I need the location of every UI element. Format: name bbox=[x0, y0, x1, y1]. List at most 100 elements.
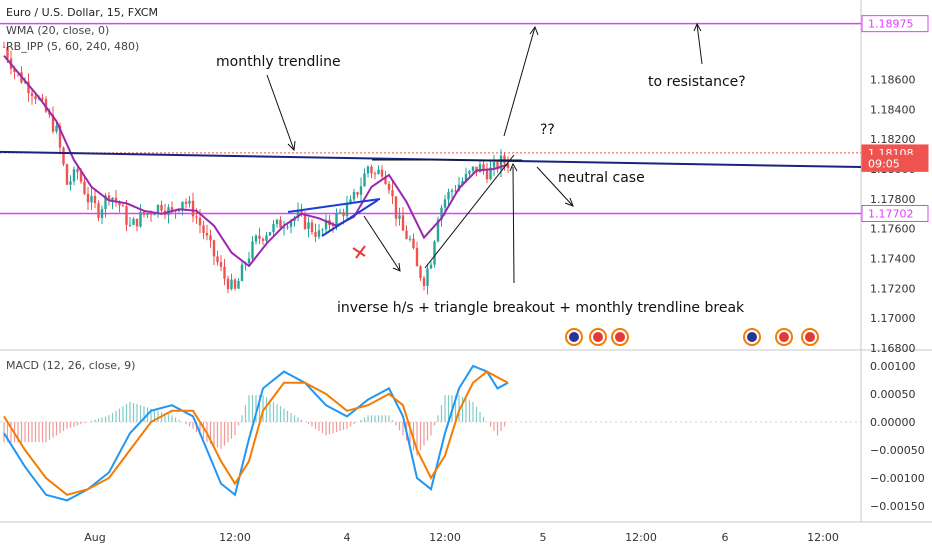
macd-tick-label: 0.00100 bbox=[870, 360, 916, 373]
candle-body bbox=[279, 219, 282, 228]
candle-body bbox=[219, 262, 223, 267]
candle-body bbox=[373, 173, 377, 175]
time-tick-label: 12:00 bbox=[625, 531, 657, 544]
eu-flag-icon-fill bbox=[747, 332, 757, 342]
candle-body bbox=[394, 196, 398, 219]
time-axis[interactable]: Aug 12:00 4 12:00 5 12:00 6 12:00 bbox=[84, 531, 839, 544]
arrow-neutral-head bbox=[564, 197, 574, 207]
cross-mark-b bbox=[355, 245, 366, 259]
annotation-to-resistance: to resistance? bbox=[648, 74, 746, 90]
candle-body bbox=[415, 248, 419, 267]
monthly-trendline bbox=[0, 150, 862, 169]
candle-body bbox=[422, 277, 426, 287]
candle-body bbox=[104, 195, 107, 210]
signal-line bbox=[3, 370, 509, 496]
arrow-head-shoulders-head bbox=[392, 262, 401, 272]
event-icons[interactable] bbox=[565, 328, 819, 346]
candle-body bbox=[156, 204, 160, 215]
candle-body bbox=[461, 181, 464, 185]
candle-body bbox=[230, 279, 233, 290]
candle-body bbox=[149, 212, 153, 215]
candle-body bbox=[506, 163, 510, 168]
candle-body bbox=[258, 235, 261, 239]
candle-body bbox=[489, 167, 492, 180]
candle-body bbox=[146, 212, 149, 215]
candle-body bbox=[447, 191, 450, 200]
macd-title[interactable]: MACD (12, 26, close, 9) bbox=[6, 359, 135, 372]
us-flag-icon-fill bbox=[615, 332, 625, 342]
candle-body bbox=[13, 68, 16, 72]
us-flag-icon-fill bbox=[779, 332, 789, 342]
candle-body bbox=[496, 162, 499, 170]
arrow-trendline bbox=[266, 74, 295, 151]
candle-body bbox=[233, 279, 237, 289]
candle-body bbox=[205, 232, 209, 236]
candle-body bbox=[356, 192, 359, 195]
triangle-upper-line bbox=[287, 198, 381, 213]
candle-body bbox=[401, 215, 405, 231]
price-tick-label: 1.18400 bbox=[870, 103, 916, 116]
wma-line bbox=[3, 55, 509, 268]
candle-body bbox=[338, 212, 342, 214]
time-tick-label: 12:00 bbox=[219, 531, 251, 544]
annotation-monthly-trendline: monthly trendline bbox=[216, 54, 341, 70]
annotation-neutral-case: neutral case bbox=[558, 170, 645, 186]
indicator-wma-label[interactable]: WMA (20, close, 0) bbox=[6, 24, 109, 37]
candle-body bbox=[335, 213, 338, 226]
candle-body bbox=[408, 238, 412, 240]
candle-body bbox=[97, 203, 100, 218]
price-tag-box bbox=[861, 154, 929, 172]
price-tick-label: 1.17400 bbox=[870, 253, 916, 266]
candle-body bbox=[69, 181, 72, 185]
price-tag-label: 1.18975 bbox=[868, 18, 914, 31]
candle-body bbox=[237, 280, 240, 289]
candle-body bbox=[482, 164, 485, 170]
candle-body bbox=[41, 97, 44, 100]
candle-body bbox=[223, 266, 226, 279]
candle-body bbox=[240, 264, 244, 281]
candle-body bbox=[118, 201, 121, 206]
arrow-breakout-up-head bbox=[529, 25, 539, 36]
macd-tick-label: −0.00050 bbox=[870, 444, 925, 457]
right-shoulder-line bbox=[424, 154, 515, 269]
macd-tick-label: −0.00150 bbox=[870, 500, 925, 513]
us-flag-icon-fill bbox=[805, 332, 815, 342]
candle-body bbox=[282, 227, 286, 229]
candle-body bbox=[268, 232, 272, 236]
time-tick-label: 12:00 bbox=[429, 531, 461, 544]
candle-body bbox=[359, 186, 363, 195]
candle-body bbox=[345, 204, 349, 217]
candle-body bbox=[34, 96, 37, 100]
arrow-to-resistance bbox=[696, 23, 703, 65]
candle-body bbox=[195, 216, 198, 218]
candle-body bbox=[184, 201, 188, 204]
candle-body bbox=[83, 181, 86, 194]
candle-body bbox=[485, 169, 489, 180]
candle-body bbox=[265, 235, 268, 241]
candle-body bbox=[153, 214, 156, 216]
symbol-title[interactable]: Euro / U.S. Dollar, 15, FXCM bbox=[6, 6, 158, 19]
annotation-pattern: inverse h/s + triangle breakout + monthl… bbox=[337, 300, 745, 316]
candle-body bbox=[412, 238, 415, 249]
candle-body bbox=[51, 114, 55, 132]
candle-body bbox=[433, 241, 436, 265]
candle-body bbox=[331, 225, 335, 227]
macd-axis[interactable]: 0.00100 0.00050 0.00000 −0.00050 −0.00100 −0.… bbox=[870, 360, 925, 513]
candle-body bbox=[209, 235, 212, 241]
candle-body bbox=[286, 226, 289, 228]
indicator-rb-ipp-label[interactable]: RB_IPP (5, 60, 240, 480) bbox=[6, 40, 139, 53]
candle-body bbox=[387, 183, 391, 191]
candle-body bbox=[247, 258, 251, 264]
annotation-drawings bbox=[266, 22, 703, 284]
candle-body bbox=[107, 195, 111, 201]
candle-body bbox=[135, 218, 139, 227]
candle-body bbox=[132, 218, 135, 225]
candle-body bbox=[86, 193, 90, 203]
candle-body bbox=[426, 268, 429, 287]
candle-body bbox=[363, 173, 366, 187]
price-axis[interactable]: 1.170001.172001.174001.176001.178001.180… bbox=[870, 74, 916, 355]
candle-body bbox=[450, 190, 454, 192]
time-tick-label: Aug bbox=[84, 531, 105, 544]
price-tick-label: 1.17800 bbox=[870, 193, 916, 206]
